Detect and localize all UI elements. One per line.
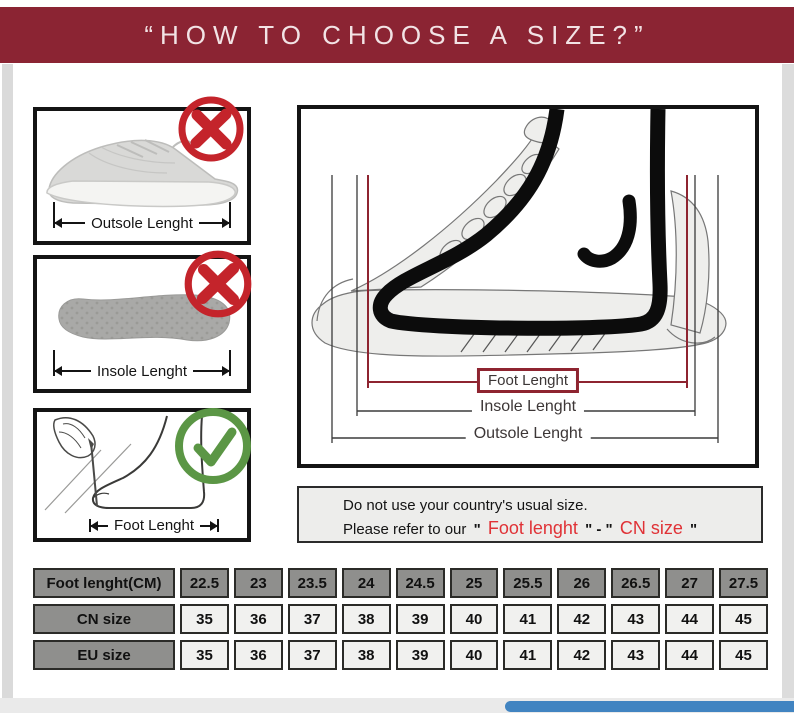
size-value-cell: 45 <box>719 640 768 670</box>
guide-box-insole: Insole Lenght <box>33 250 252 393</box>
quote-open: " <box>473 521 481 538</box>
size-value-cell: 44 <box>665 604 715 634</box>
size-value-cell: 44 <box>665 640 715 670</box>
size-value-cell: 39 <box>395 640 445 670</box>
size-value-cell: 43 <box>611 604 661 634</box>
diagram-foot-length-label: Foot Lenght <box>476 368 580 393</box>
insole-length-label: Insole Lenght <box>96 362 188 380</box>
size-value-cell: 43 <box>611 640 661 670</box>
foot-in-shoe-illustration <box>311 109 727 443</box>
row-header-cell: EU size <box>33 640 175 670</box>
size-value-cell: 27 <box>665 568 715 598</box>
size-value-cell: 42 <box>557 604 607 634</box>
size-value-cell: 37 <box>287 640 337 670</box>
foot-length-label: Foot Lenght <box>113 517 195 534</box>
horizontal-scrollbar-thumb[interactable] <box>505 701 794 712</box>
size-value-cell: 40 <box>449 604 499 634</box>
size-value-cell: 36 <box>233 604 283 634</box>
size-note: Do not use your country's usual size. Pl… <box>297 486 763 543</box>
note-line2: Please refer to our " Foot lenght " - " … <box>343 517 751 541</box>
size-value-cell: 38 <box>341 640 391 670</box>
foot-length-dimension: Foot Lenght <box>89 517 219 534</box>
size-value-cell: 38 <box>341 604 391 634</box>
size-value-cell: 41 <box>503 640 553 670</box>
size-value-cell: 25 <box>449 568 499 598</box>
diagram-insole-length-label: Insole Lenght <box>471 398 585 416</box>
size-value-cell: 35 <box>180 640 229 670</box>
size-value-cell: 24 <box>341 568 391 598</box>
size-value-cell: 42 <box>557 640 607 670</box>
size-value-cell: 23.5 <box>287 568 337 598</box>
insole-illustration <box>58 294 231 342</box>
note-line1: Do not use your country's usual size. <box>343 497 588 514</box>
page-right-margin <box>782 64 794 698</box>
size-table: Foot lenght(CM) 22.5 23 23.5 24 24.5 25 25.5 26 2… <box>33 568 768 676</box>
size-value-cell: 35 <box>180 604 229 634</box>
page-title: “HOW TO CHOOSE A SIZE?” <box>144 19 650 50</box>
cn-size-highlight: CN size <box>619 518 683 538</box>
foot-length-highlight: Foot lenght <box>487 518 578 538</box>
size-value-cell: 39 <box>395 604 445 634</box>
quote-mid: " - " <box>585 521 613 538</box>
insole-length-dimension: Insole Lenght <box>53 350 232 384</box>
size-value-cell: 41 <box>503 604 553 634</box>
foot-measuring-illustration <box>44 415 206 514</box>
diagram-outsole-length-label: Outsole Lenght <box>465 425 591 443</box>
row-header-cell: Foot lenght(CM) <box>33 568 175 598</box>
size-value-cell: 24.5 <box>395 568 445 598</box>
size-value-cell: 25.5 <box>503 568 553 598</box>
note-line2-prefix: Please refer to our <box>343 521 467 538</box>
page-left-margin <box>2 64 13 698</box>
row-header-cell: CN size <box>33 604 175 634</box>
size-value-cell: 36 <box>233 640 283 670</box>
size-value-cell: 26 <box>557 568 607 598</box>
size-value-cell: 22.5 <box>180 568 229 598</box>
guide-box-foot: Foot Lenght <box>33 408 251 542</box>
outsole-length-dimension: Outsole Lenght <box>53 202 231 236</box>
table-row: Foot lenght(CM) 22.5 23 23.5 24 24.5 25 25.5 26 2… <box>33 568 768 598</box>
size-value-cell: 26.5 <box>611 568 661 598</box>
size-value-cell: 40 <box>449 640 499 670</box>
measurement-diagram: Foot Lenght Insole Lenght Outsole Lenght <box>297 105 759 468</box>
guide-box-outsole: Outsole Lenght <box>33 96 251 245</box>
size-value-cell: 27.5 <box>719 568 768 598</box>
outsole-length-label: Outsole Lenght <box>91 214 193 232</box>
table-row: CN size 35 36 37 38 39 40 41 42 43 44 45 <box>33 604 768 634</box>
size-value-cell: 23 <box>233 568 283 598</box>
size-value-cell: 37 <box>287 604 337 634</box>
size-value-cell: 45 <box>719 604 768 634</box>
sneaker-illustration <box>46 139 239 208</box>
quote-close: " <box>690 521 698 538</box>
table-row: EU size 35 36 37 38 39 40 41 42 43 44 45 <box>33 640 768 670</box>
header-banner: “HOW TO CHOOSE A SIZE?” <box>0 7 794 63</box>
